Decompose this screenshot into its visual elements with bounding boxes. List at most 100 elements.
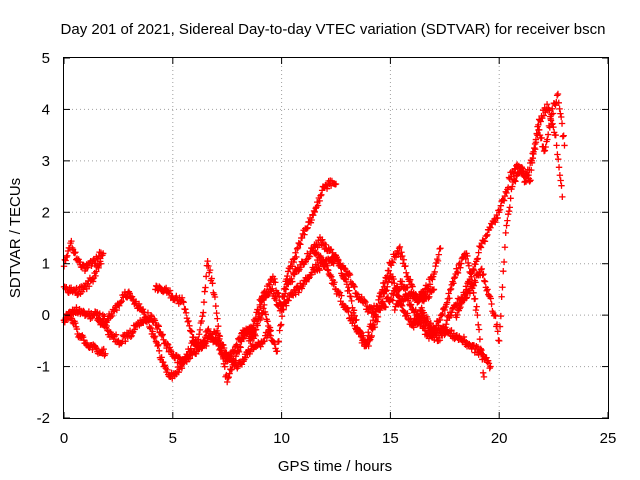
x-tick-label: 20 [491, 430, 508, 447]
x-tick-label: 15 [382, 430, 399, 447]
data-point-interp [272, 296, 280, 304]
data-point-interp [261, 337, 268, 345]
data-point-interp [429, 276, 436, 283]
data-point-interp [212, 302, 219, 310]
data-point-interp [271, 275, 278, 283]
data-point-interp [468, 273, 475, 281]
data-point-interp [486, 364, 493, 372]
data-point-interp [409, 283, 416, 290]
data-point-interp [470, 266, 478, 274]
data-point [437, 245, 444, 252]
data-point-interp [324, 266, 331, 273]
data-point-interp [271, 340, 278, 348]
data-point-interp [216, 333, 224, 340]
data-point-interp [208, 275, 215, 282]
data-point-interp [407, 301, 415, 308]
data-point-interp [464, 259, 472, 267]
data-point-interp [367, 334, 375, 341]
y-tick-label: 3 [42, 153, 50, 170]
data-point-interp [290, 258, 298, 266]
data-point-interp [556, 105, 563, 113]
data-point-interp [557, 110, 564, 117]
data-point-interp [110, 308, 117, 315]
data-point-interp [285, 297, 292, 304]
data-point [474, 311, 481, 319]
data-point-interp [212, 334, 219, 341]
data-point-interp [457, 264, 464, 271]
data-point-interp [101, 313, 108, 320]
data-point-interp [373, 318, 381, 325]
data-point-interp [511, 166, 518, 173]
data-point-interp [528, 166, 535, 174]
data-point-interp [305, 275, 312, 282]
data-point-interp [429, 286, 437, 294]
data-point-interp [297, 241, 304, 248]
data-point-interp [528, 159, 536, 167]
data-point-interp [211, 293, 219, 301]
data-point-interp [398, 278, 406, 285]
data-point-interp [213, 309, 220, 317]
data-point-interp [477, 244, 485, 251]
data-point-interp [436, 337, 444, 344]
y-tick-label: -1 [37, 359, 50, 376]
data-point [147, 311, 155, 319]
axis-ticks: 0 5 10 15 20 25 -2 -1 0 1 2 3 4 5 [37, 50, 617, 447]
data-point-interp [235, 347, 242, 354]
x-tick-label: 5 [169, 430, 177, 447]
data-point-interp [348, 297, 355, 305]
data-point-interp [220, 360, 228, 368]
data-point-interp [161, 362, 169, 369]
y-tick-label: 1 [42, 256, 50, 273]
data-point-interp [377, 293, 385, 301]
data-point-interp [317, 192, 324, 199]
data-point-interp [542, 143, 549, 151]
data-point-interp [265, 280, 273, 288]
data-point-interp [201, 288, 208, 295]
data-point [274, 347, 281, 355]
y-tick-label: 2 [42, 204, 50, 221]
data-point-interp [484, 231, 491, 239]
data-point-interp [227, 366, 235, 374]
data-point-interp [435, 251, 443, 258]
data-point-interp [215, 322, 222, 330]
data-point-interp [498, 293, 505, 300]
data-point-interp [448, 327, 455, 334]
data-point-interp [346, 287, 353, 294]
data-point [102, 350, 109, 357]
data-point-interp [199, 313, 206, 320]
data-point-interp [451, 273, 459, 281]
data-point-interp [544, 131, 552, 138]
data-point-interp [538, 134, 545, 142]
data-point [502, 229, 509, 237]
data-point-interp [228, 365, 236, 373]
data-point-interp [266, 327, 274, 335]
data-point-interp [63, 253, 70, 261]
data-point-interp [346, 271, 354, 279]
data-point-interp [73, 325, 81, 333]
data-point-interp [555, 99, 562, 107]
data-point-interp [505, 207, 513, 215]
data-point-interp [118, 298, 125, 305]
data-point-interp [310, 212, 317, 219]
data-point-interp [223, 349, 230, 357]
data-point-interp [154, 322, 162, 329]
data-point-interp [186, 322, 193, 330]
data-point-interp [196, 326, 204, 334]
data-point-interp [420, 312, 427, 319]
data-point-interp [195, 336, 202, 343]
data-point-interp [443, 299, 451, 306]
data-point-interp [481, 238, 489, 245]
data-point-interp [358, 293, 365, 301]
data-point [93, 311, 100, 319]
data-point-interp [350, 317, 358, 324]
x-axis-label: GPS time / hours [278, 458, 392, 475]
data-point [99, 250, 107, 257]
data-point-interp [389, 297, 396, 304]
data-point-interp [496, 323, 504, 330]
data-point-interp [320, 256, 327, 264]
data-point-interp [235, 348, 243, 356]
data-point-interp [72, 319, 79, 327]
data-point-interp [186, 355, 194, 362]
data-point-interp [198, 317, 205, 325]
